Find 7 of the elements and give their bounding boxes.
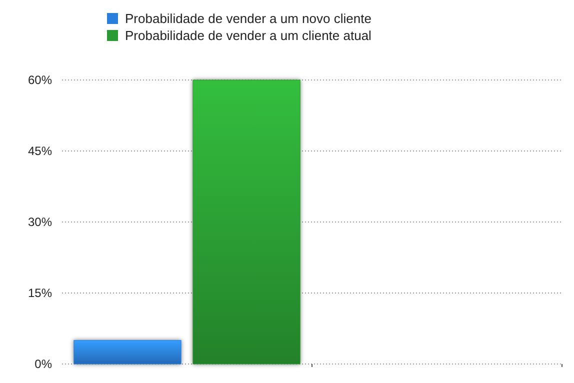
legend-label: Probabilidade de vender a um cliente atual xyxy=(125,28,372,43)
y-tick-label: 15% xyxy=(28,286,52,300)
y-tick-label: 60% xyxy=(28,72,52,87)
legend-label: Probabilidade de vender a um novo cliente xyxy=(125,11,372,26)
y-tick-label: 45% xyxy=(28,144,52,158)
y-tick-label: 0% xyxy=(34,356,52,371)
y-tick-label: 30% xyxy=(28,214,52,229)
